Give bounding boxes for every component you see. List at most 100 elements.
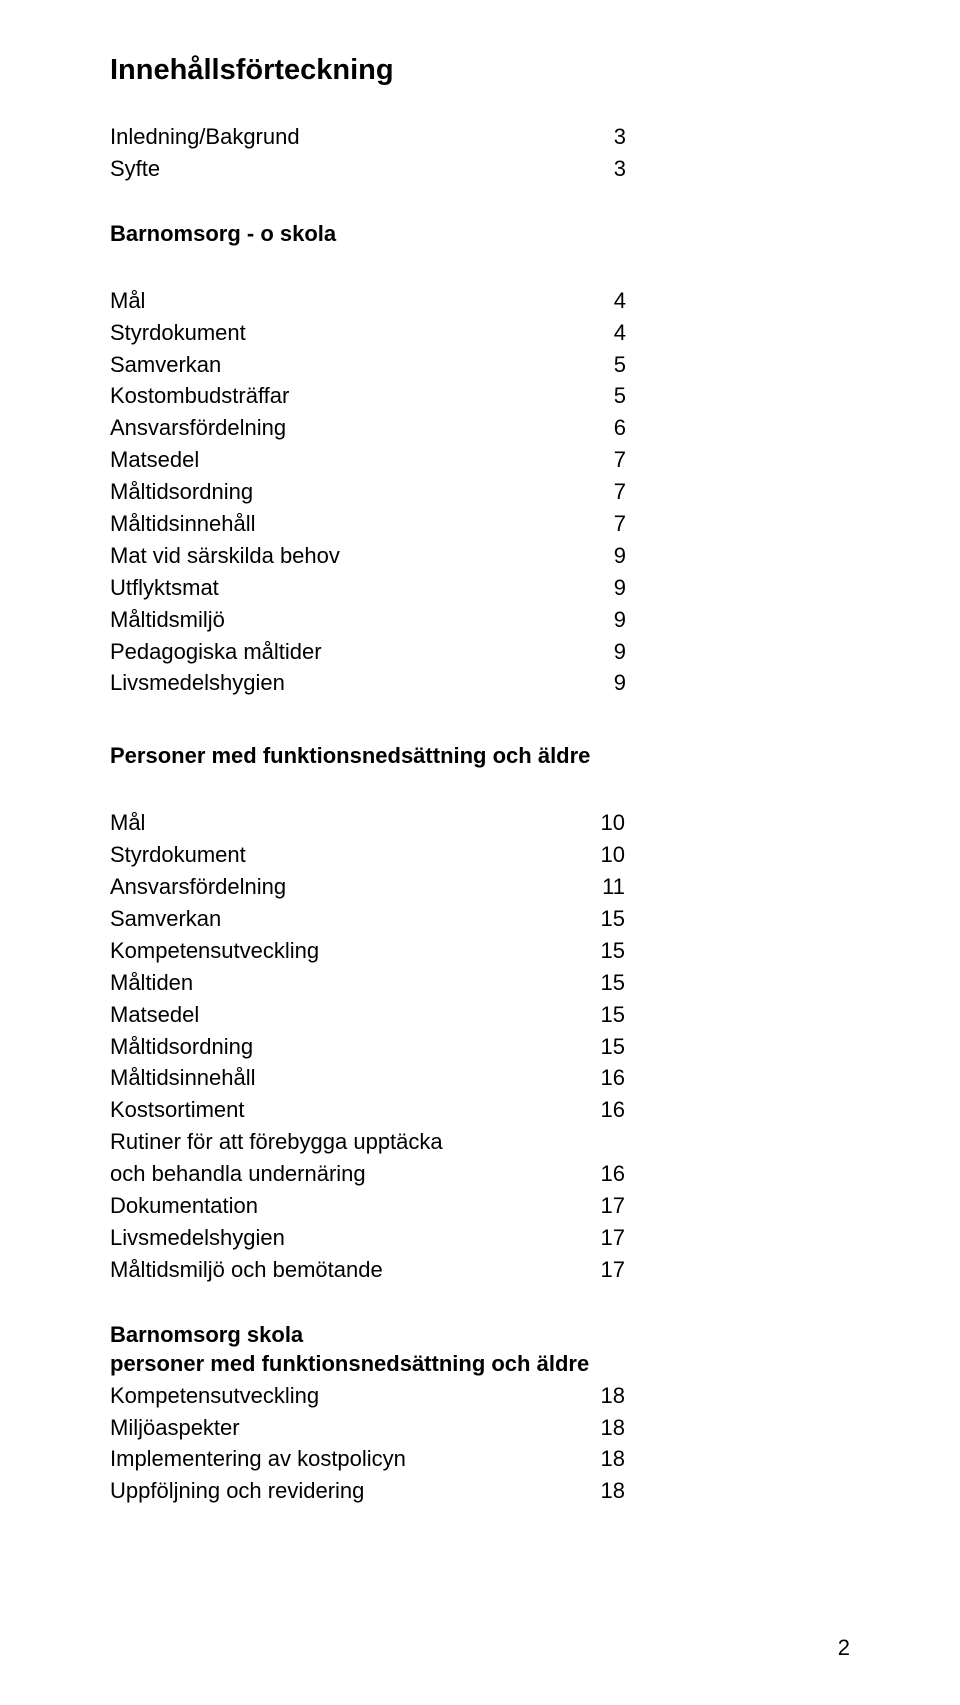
section-subheading-personer: personer med funktionsnedsättning och äl… — [110, 1348, 850, 1380]
toc-label: Måltidsordning — [110, 1031, 585, 1063]
toc-label: Kompetensutveckling — [110, 1380, 585, 1412]
toc-label: Kompetensutveckling — [110, 935, 585, 967]
toc-label: Matsedel — [110, 999, 585, 1031]
toc-label: Utflyktsmat — [110, 572, 600, 604]
toc-page: 7 — [600, 476, 626, 508]
toc-page: 10 — [585, 839, 625, 871]
toc-row: Uppföljning och revidering18 — [110, 1475, 850, 1507]
toc-label: Dokumentation — [110, 1190, 585, 1222]
toc-row: Måltidsinnehåll16 — [110, 1062, 850, 1094]
section-heading-barnomsorg-skola: Barnomsorg skola — [110, 1322, 850, 1348]
toc-row: Kostombudsträffar5 — [110, 380, 850, 412]
toc-page: 9 — [600, 667, 626, 699]
toc-page: 17 — [585, 1254, 625, 1286]
toc-page: 5 — [600, 349, 626, 381]
toc-label: och behandla undernäring — [110, 1158, 585, 1190]
toc-row: och behandla undernäring16 — [110, 1158, 850, 1190]
toc-row: Måltidsmiljö och bemötande17 — [110, 1254, 850, 1286]
toc-label: Kostsortiment — [110, 1094, 585, 1126]
toc-row: Dokumentation17 — [110, 1190, 850, 1222]
toc-row: Utflyktsmat9 — [110, 572, 850, 604]
toc-page: 10 — [585, 807, 625, 839]
toc-row: Livsmedelshygien17 — [110, 1222, 850, 1254]
toc-label: Matsedel — [110, 444, 600, 476]
toc-label: Måltidsmiljö och bemötande — [110, 1254, 585, 1286]
toc-label: Implementering av kostpolicyn — [110, 1443, 585, 1475]
toc-label: Måltidsmiljö — [110, 604, 600, 636]
toc-label: Miljöaspekter — [110, 1412, 585, 1444]
toc-label: Mål — [110, 807, 585, 839]
toc-label: Måltidsinnehåll — [110, 508, 600, 540]
toc-row: Måltidsinnehåll7 — [110, 508, 850, 540]
toc-page: 18 — [585, 1475, 625, 1507]
toc-row: Livsmedelshygien9 — [110, 667, 850, 699]
toc-row: Syfte 3 — [110, 153, 850, 185]
toc-row: Rutiner för att förebygga upptäcka — [110, 1126, 850, 1158]
toc-row: Kostsortiment16 — [110, 1094, 850, 1126]
toc-label: Livsmedelshygien — [110, 1222, 585, 1254]
toc-row: Måltidsordning15 — [110, 1031, 850, 1063]
toc-page: 5 — [600, 380, 626, 412]
toc-page: 9 — [600, 572, 626, 604]
toc-page: 16 — [585, 1062, 625, 1094]
toc-page: 17 — [585, 1190, 625, 1222]
toc-page: 9 — [600, 604, 626, 636]
toc-label: Inledning/Bakgrund — [110, 121, 600, 153]
toc-section-barnomsorg: Mål4 Styrdokument4 Samverkan5 Kostombuds… — [110, 285, 850, 700]
toc-label: Rutiner för att förebygga upptäcka — [110, 1126, 585, 1158]
section-heading-barnomsorg: Barnomsorg - o skola — [110, 221, 850, 247]
toc-label: Uppföljning och revidering — [110, 1475, 585, 1507]
toc-row: Måltidsordning7 — [110, 476, 850, 508]
toc-label: Samverkan — [110, 903, 585, 935]
toc-label: Måltidsordning — [110, 476, 600, 508]
toc-row: Pedagogiska måltider9 — [110, 636, 850, 668]
section-heading-personer: Personer med funktionsnedsättning och äl… — [110, 743, 850, 769]
toc-page: 16 — [585, 1094, 625, 1126]
toc-row: Ansvarsfördelning11 — [110, 871, 850, 903]
toc-label: Måltidsinnehåll — [110, 1062, 585, 1094]
toc-label: Styrdokument — [110, 839, 585, 871]
toc-row: Måltiden15 — [110, 967, 850, 999]
toc-row: Samverkan5 — [110, 349, 850, 381]
toc-row: Inledning/Bakgrund 3 — [110, 121, 850, 153]
toc-label: Samverkan — [110, 349, 600, 381]
toc-page: 16 — [585, 1158, 625, 1190]
toc-page: 3 — [600, 121, 626, 153]
toc-page: 7 — [600, 508, 626, 540]
toc-row: Matsedel7 — [110, 444, 850, 476]
toc-page: 15 — [585, 999, 625, 1031]
toc-row: Miljöaspekter18 — [110, 1412, 850, 1444]
toc-label: Styrdokument — [110, 317, 600, 349]
toc-page: 9 — [600, 540, 626, 572]
toc-page: 15 — [585, 935, 625, 967]
toc-label: Ansvarsfördelning — [110, 412, 600, 444]
toc-label: Syfte — [110, 153, 600, 185]
toc-page: 9 — [600, 636, 626, 668]
toc-label: Kostombudsträffar — [110, 380, 600, 412]
toc-row: Samverkan15 — [110, 903, 850, 935]
toc-page: 7 — [600, 444, 626, 476]
toc-row: Ansvarsfördelning6 — [110, 412, 850, 444]
toc-row: Kompetensutveckling15 — [110, 935, 850, 967]
toc-page: 18 — [585, 1412, 625, 1444]
page-number: 2 — [838, 1635, 850, 1661]
toc-row: Styrdokument4 — [110, 317, 850, 349]
toc-label: Pedagogiska måltider — [110, 636, 600, 668]
toc-section-personer: Mål10 Styrdokument10 Ansvarsfördelning11… — [110, 807, 850, 1285]
toc-row: Måltidsmiljö9 — [110, 604, 850, 636]
page-title: Innehållsförteckning — [110, 54, 850, 87]
toc-label: Mål — [110, 285, 600, 317]
toc-page: 3 — [600, 153, 626, 185]
toc-page: 18 — [585, 1443, 625, 1475]
toc-label: Ansvarsfördelning — [110, 871, 585, 903]
toc-row: Mål4 — [110, 285, 850, 317]
toc-page: 4 — [600, 285, 626, 317]
toc-section-intro: Inledning/Bakgrund 3 Syfte 3 — [110, 121, 850, 185]
toc-page: 15 — [585, 1031, 625, 1063]
toc-page: 4 — [600, 317, 626, 349]
toc-label: Mat vid särskilda behov — [110, 540, 600, 572]
toc-row: Kompetensutveckling18 — [110, 1380, 850, 1412]
toc-row: Mat vid särskilda behov9 — [110, 540, 850, 572]
toc-page: 6 — [600, 412, 626, 444]
toc-page: 11 — [585, 871, 625, 903]
